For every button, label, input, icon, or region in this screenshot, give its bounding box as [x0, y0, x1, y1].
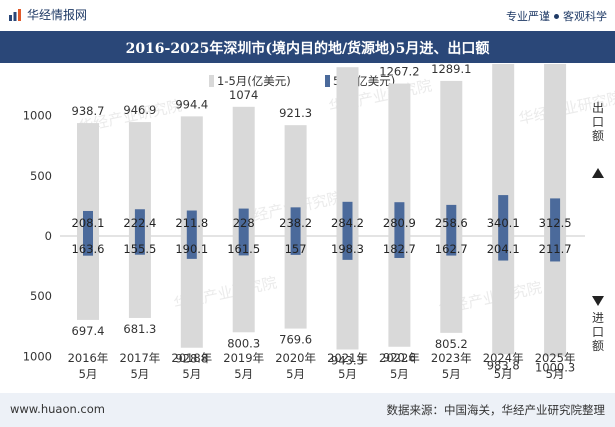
brand: 华经情报网: [8, 6, 87, 23]
data-label-month-import: 163.6: [72, 242, 105, 256]
x-tick-label-month: 5月: [130, 367, 149, 381]
data-label-cumulative-export: 946.9: [123, 103, 156, 117]
data-label-month-export: 208.1: [72, 216, 105, 230]
x-tick-label-year: 2020年: [275, 351, 316, 365]
bar-month: [550, 198, 561, 262]
y-tick-label: 1000: [23, 349, 52, 363]
data-label-cumulative-import: 697.4: [72, 324, 105, 338]
data-label-cumulative-import: 805.2: [435, 337, 468, 351]
brand-name: 华经情报网: [27, 8, 88, 22]
tagline-left: 专业严谨: [506, 10, 550, 23]
data-label-month-export: 340.1: [487, 216, 520, 230]
data-label-cumulative-import: 800.3: [227, 336, 260, 350]
axis-caption-import-char: 口: [592, 325, 604, 339]
x-tick-label-year: 2016年: [68, 351, 109, 365]
footer: www.huaon.com 数据来源：中国海关，华经产业研究院整理: [0, 393, 615, 427]
bar-month: [238, 208, 249, 256]
bar-month: [446, 204, 457, 256]
x-tick-label-year: 2021年: [327, 351, 368, 365]
x-tick-label-month: 5月: [494, 367, 513, 381]
data-label-cumulative-import: 943.3: [331, 353, 364, 367]
bar-month: [290, 207, 301, 255]
data-label-month-export: 284.2: [331, 216, 364, 230]
data-label-month-import: 162.7: [435, 242, 468, 256]
x-tick-label-month: 5月: [442, 367, 461, 381]
data-label-month-import: 182.7: [383, 242, 416, 256]
x-tick-label-month: 5月: [79, 367, 98, 381]
x-tick-label-year: 2024年: [483, 351, 524, 365]
y-tick-label: 500: [30, 169, 52, 183]
separator-dot-icon: [554, 13, 559, 19]
data-label-month-export: 238.2: [279, 216, 312, 230]
y-tick-label: 0: [45, 229, 52, 243]
arrow-up-icon: [592, 168, 604, 178]
data-label-month-import: 157: [285, 242, 307, 256]
legend-swatch-cumulative: [209, 75, 214, 87]
data-label-cumulative-export: 1267.2: [379, 65, 419, 79]
bar-month: [134, 209, 145, 255]
data-label-month-export: 280.9: [383, 216, 416, 230]
data-label-month-export: 228: [233, 216, 255, 230]
data-label-month-import: 211.7: [539, 242, 572, 256]
data-label-month-export: 222.4: [123, 216, 156, 230]
x-tick-label-month: 5月: [338, 367, 357, 381]
x-tick-label-year: 2019年: [223, 351, 264, 365]
legend-swatch-month: [325, 75, 330, 87]
data-label-cumulative-export: 1289.1: [431, 64, 471, 76]
data-label-month-import: 155.5: [123, 242, 156, 256]
x-tick-label-year: 2018年: [171, 351, 212, 365]
data-label-month-export: 312.5: [539, 216, 572, 230]
data-label-cumulative-import: 769.6: [279, 333, 312, 347]
x-tick-label-month: 5月: [182, 367, 201, 381]
tagline: 专业严谨 客观科学: [506, 8, 607, 24]
legend-label-cumulative: 1-5月(亿美元): [217, 74, 291, 88]
tagline-right: 客观科学: [563, 10, 607, 23]
axis-caption-import-char: 额: [592, 339, 604, 353]
data-label-cumulative-import: 920.6: [383, 351, 416, 365]
chart: 华经产业研究院华经产业研究院华经产业研究院华经产业研究院华经产业研究院华经产业研…: [23, 64, 615, 381]
title-bar: 2016-2025年深圳市(境内目的地/货源地)5月进、出口额: [0, 31, 615, 63]
data-label-cumulative-export: 994.4: [175, 97, 208, 111]
x-tick-label-year: 2022年: [379, 351, 420, 365]
x-tick-label-year: 2023年: [431, 351, 472, 365]
axis-caption-export-char: 额: [592, 129, 604, 143]
data-label-cumulative-export: 938.7: [72, 104, 105, 118]
data-label-month-export: 258.6: [435, 216, 468, 230]
data-label-month-export: 211.8: [175, 216, 208, 230]
data-label-month-import: 190.1: [175, 242, 208, 256]
data-label-cumulative-import: 681.3: [123, 322, 156, 336]
y-tick-label: 500: [30, 289, 52, 303]
top-bar: 华经情报网 专业严谨 客观科学: [0, 0, 615, 30]
bar-month: [498, 195, 509, 261]
x-tick-label-year: 2025年: [535, 351, 576, 365]
x-tick-label-month: 5月: [546, 367, 565, 381]
axis-caption-export-char: 出: [592, 101, 604, 115]
data-label-cumulative-import: 1000.3: [535, 360, 575, 374]
site-url: www.huaon.com: [10, 402, 105, 416]
data-label-cumulative-import: 928.8: [175, 352, 208, 366]
x-tick-label-month: 5月: [390, 367, 409, 381]
data-label-month-import: 198.3: [331, 242, 364, 256]
axis-caption-import-char: 进: [592, 311, 604, 325]
data-label-month-import: 161.5: [227, 242, 260, 256]
axis-caption-export-char: 口: [592, 115, 604, 129]
data-label-cumulative-export: 1074: [229, 88, 258, 102]
bar-month: [186, 210, 197, 259]
data-label-cumulative-import: 983.8: [487, 358, 520, 372]
x-tick-label-month: 5月: [234, 367, 253, 381]
x-tick-label-year: 2017年: [120, 351, 161, 365]
data-label-cumulative-export: 921.3: [279, 106, 312, 120]
x-tick-label-month: 5月: [286, 367, 305, 381]
bar-month: [83, 210, 93, 256]
y-tick-label: 1000: [23, 109, 52, 123]
logo-icon: [9, 8, 21, 21]
bar-month: [394, 202, 405, 258]
data-source: 数据来源：中国海关，华经产业研究院整理: [386, 403, 606, 417]
data-label-month-import: 204.1: [487, 242, 520, 256]
arrow-down-icon: [592, 296, 604, 306]
chart-title: 2016-2025年深圳市(境内目的地/货源地)5月进、出口额: [125, 41, 490, 57]
bar-month: [342, 201, 353, 260]
